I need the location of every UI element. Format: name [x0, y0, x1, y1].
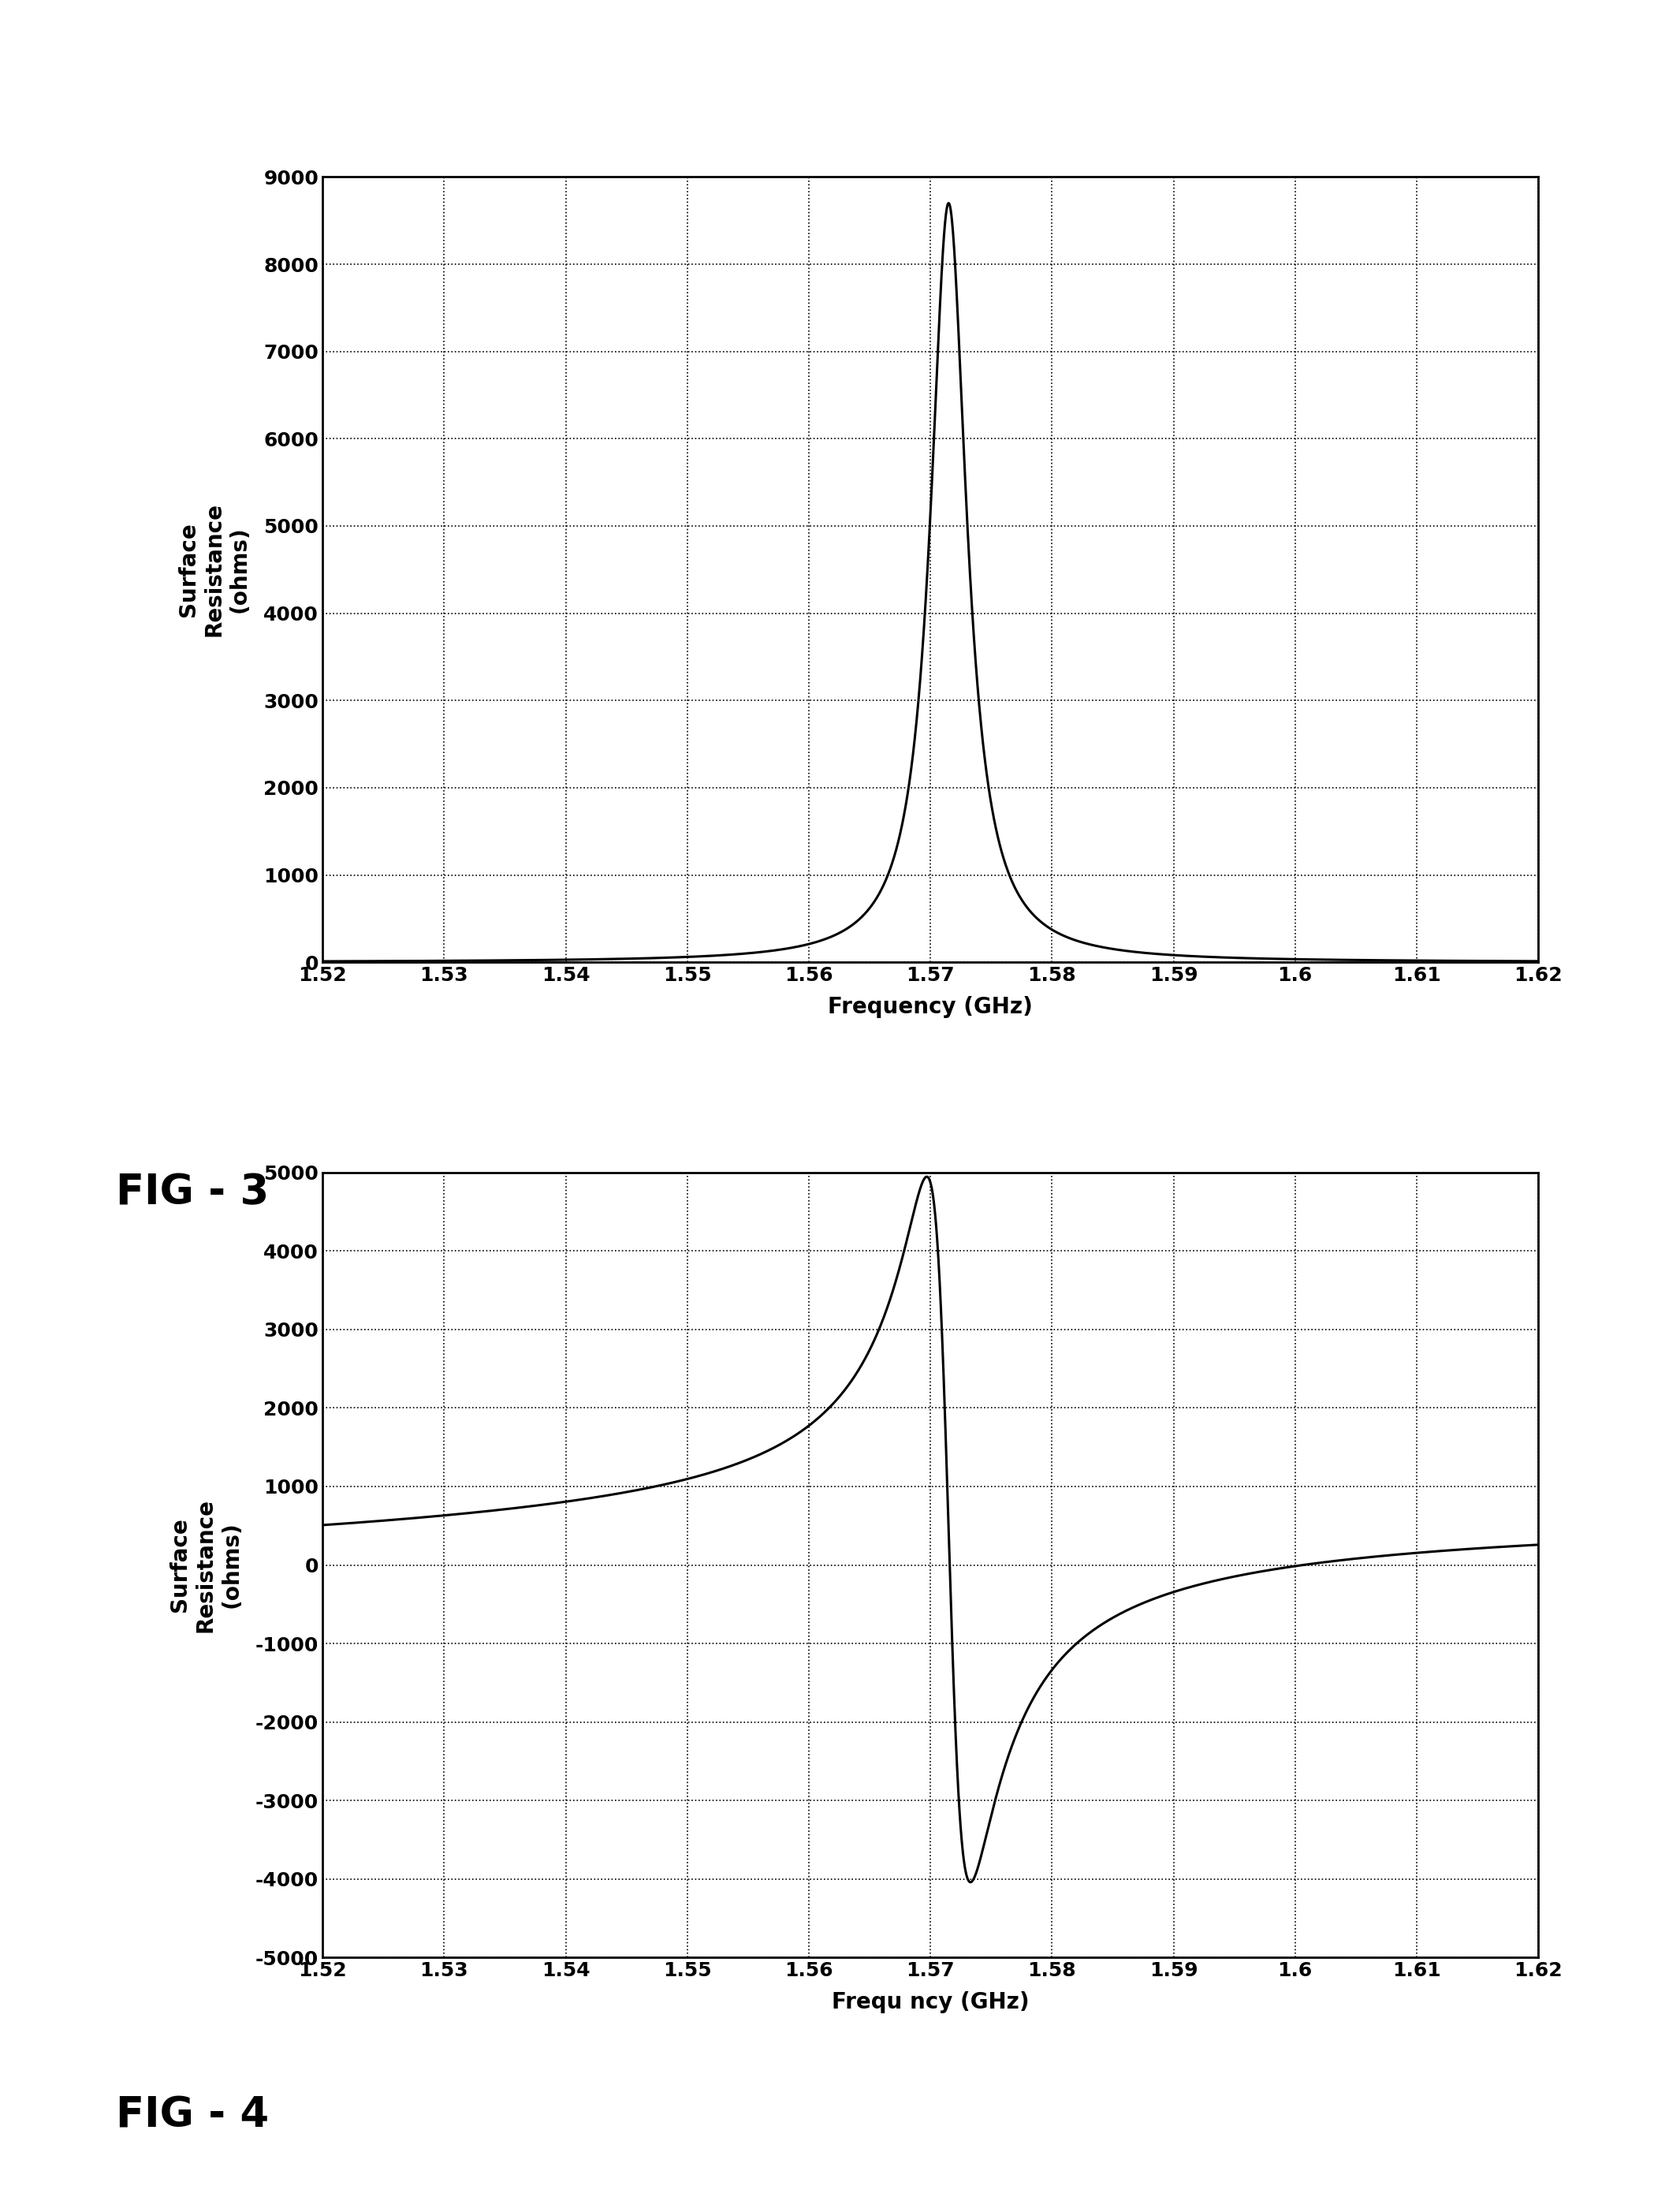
X-axis label: Frequ ncy (GHz): Frequ ncy (GHz) — [832, 1991, 1029, 2013]
Y-axis label: Surface
Resistance
(ohms): Surface Resistance (ohms) — [169, 1498, 241, 1632]
Y-axis label: Surface
Resistance
(ohms): Surface Resistance (ohms) — [177, 502, 250, 637]
Text: FIG - 4: FIG - 4 — [116, 2095, 270, 2137]
X-axis label: Frequency (GHz): Frequency (GHz) — [829, 995, 1032, 1018]
Text: FIG - 3: FIG - 3 — [116, 1172, 270, 1214]
